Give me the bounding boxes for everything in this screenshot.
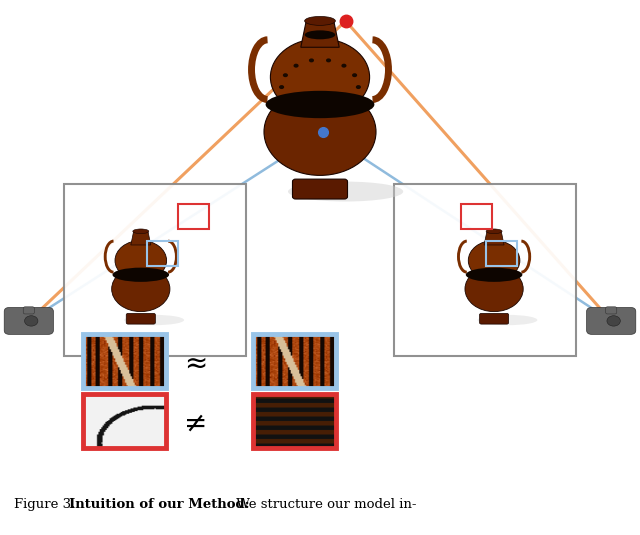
- Polygon shape: [301, 22, 339, 47]
- FancyBboxPatch shape: [587, 308, 636, 334]
- Ellipse shape: [309, 58, 314, 63]
- Ellipse shape: [115, 240, 166, 280]
- Bar: [147, 241, 178, 266]
- Ellipse shape: [486, 229, 502, 234]
- Ellipse shape: [294, 106, 299, 110]
- Ellipse shape: [112, 266, 170, 311]
- Polygon shape: [64, 184, 246, 356]
- Ellipse shape: [309, 112, 314, 116]
- Ellipse shape: [477, 315, 538, 325]
- Polygon shape: [131, 232, 151, 245]
- Text: Intuition of our Method:: Intuition of our Method:: [69, 498, 254, 511]
- Ellipse shape: [283, 97, 288, 101]
- Text: Figure 3.: Figure 3.: [14, 498, 80, 511]
- Text: ≠: ≠: [184, 410, 207, 438]
- Ellipse shape: [607, 316, 620, 326]
- FancyBboxPatch shape: [23, 307, 35, 314]
- Ellipse shape: [124, 315, 184, 325]
- Ellipse shape: [352, 97, 357, 101]
- Ellipse shape: [133, 229, 148, 234]
- Bar: [461, 204, 492, 229]
- Polygon shape: [394, 184, 576, 356]
- Bar: [178, 204, 209, 229]
- Bar: [253, 394, 336, 448]
- FancyBboxPatch shape: [605, 307, 617, 314]
- Ellipse shape: [352, 73, 357, 77]
- Ellipse shape: [283, 73, 288, 77]
- Ellipse shape: [341, 106, 346, 110]
- FancyBboxPatch shape: [126, 314, 156, 324]
- Text: We structure our model in-: We structure our model in-: [232, 498, 417, 511]
- FancyBboxPatch shape: [4, 308, 53, 334]
- Ellipse shape: [356, 85, 361, 89]
- Ellipse shape: [24, 316, 38, 326]
- Text: ≈: ≈: [184, 349, 207, 377]
- Ellipse shape: [326, 58, 331, 63]
- Ellipse shape: [288, 181, 403, 202]
- Bar: [486, 241, 517, 266]
- FancyBboxPatch shape: [479, 314, 509, 324]
- Ellipse shape: [266, 91, 374, 118]
- Ellipse shape: [326, 112, 331, 116]
- Ellipse shape: [270, 39, 370, 116]
- Ellipse shape: [305, 30, 335, 39]
- Ellipse shape: [305, 17, 335, 25]
- Ellipse shape: [341, 64, 346, 67]
- Bar: [83, 394, 166, 448]
- Ellipse shape: [468, 240, 520, 280]
- Bar: [83, 334, 166, 388]
- FancyBboxPatch shape: [292, 179, 348, 199]
- Polygon shape: [484, 232, 504, 245]
- Ellipse shape: [113, 268, 169, 282]
- Ellipse shape: [264, 88, 376, 175]
- Ellipse shape: [465, 266, 524, 311]
- Ellipse shape: [279, 85, 284, 89]
- Bar: [253, 334, 336, 388]
- Ellipse shape: [294, 64, 299, 67]
- Ellipse shape: [466, 268, 522, 282]
